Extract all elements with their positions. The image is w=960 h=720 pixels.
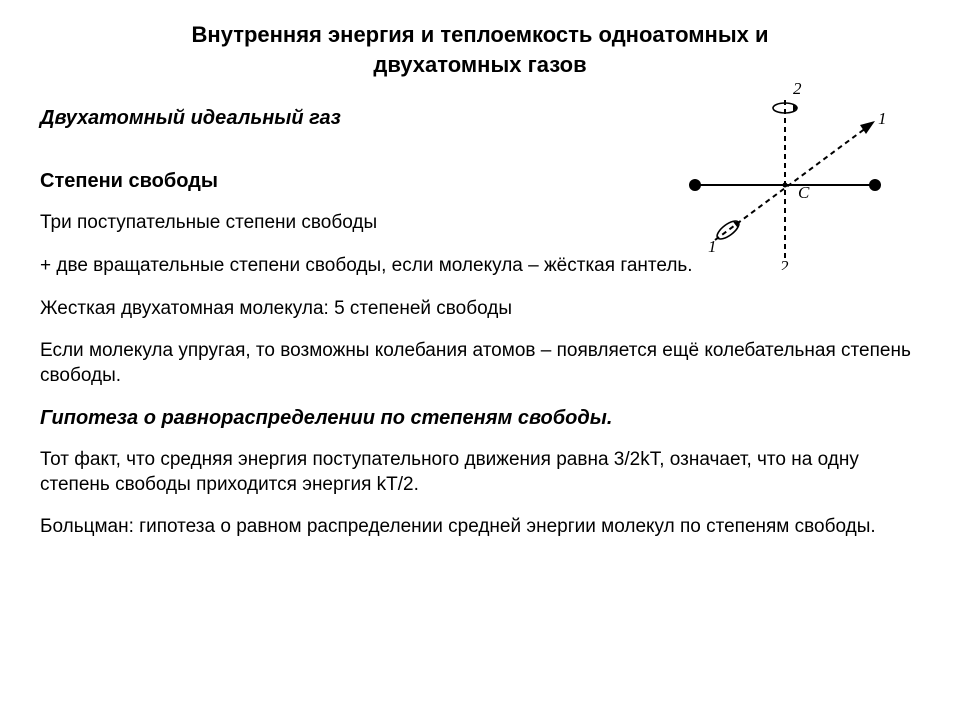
paragraph-3: Жесткая двухатомная молекула: 5 степеней… <box>40 297 920 322</box>
page-title: Внутренняя энергия и теплоемкость одноат… <box>40 20 920 79</box>
title-line-2: двухатомных газов <box>373 52 586 77</box>
paragraph-5: Тот факт, что средняя энергия поступател… <box>40 448 920 497</box>
svg-text:C: C <box>798 183 810 202</box>
svg-text:1: 1 <box>708 237 717 256</box>
title-line-1: Внутренняя энергия и теплоемкость одноат… <box>192 22 769 47</box>
hypothesis-heading: Гипотеза о равнораспределении по степеня… <box>40 407 920 430</box>
svg-text:2: 2 <box>780 257 789 270</box>
svg-text:2: 2 <box>793 80 802 98</box>
molecule-diagram: 2 1 1 2 C <box>680 80 900 270</box>
paragraph-6: Больцман: гипотеза о равном распределени… <box>40 515 920 540</box>
svg-text:1: 1 <box>878 109 887 128</box>
paragraph-4: Если молекула упругая, то возможны колеб… <box>40 339 920 388</box>
